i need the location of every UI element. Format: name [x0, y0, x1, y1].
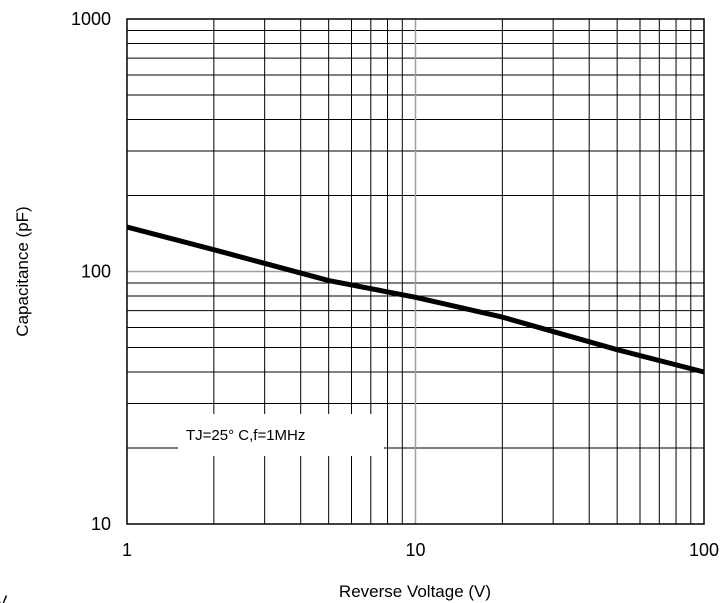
corner-fragment-text: V — [0, 592, 8, 603]
plot-border — [126, 18, 705, 525]
y-axis-title: Capacitance (pF) — [13, 206, 32, 336]
x-tick-label: 100 — [689, 540, 719, 560]
y-tick-label: 10 — [91, 514, 111, 534]
x-axis-title: Reverse Voltage (V) — [339, 582, 491, 601]
series-layer — [126, 224, 705, 375]
capacitance-curve — [126, 224, 705, 375]
annotation-box: TJ=25° C,f=1MHz — [178, 414, 384, 456]
x-tick-labels: 1 10 100 — [122, 540, 719, 560]
y-tick-labels: 10 100 1000 — [71, 9, 111, 534]
x-tick-label: 10 — [405, 540, 425, 560]
annotation-text: TJ=25° C,f=1MHz — [186, 427, 305, 444]
y-tick-label: 100 — [81, 262, 111, 282]
y-tick-label: 1000 — [71, 9, 111, 29]
annotation-background — [178, 414, 384, 456]
x-tick-label: 1 — [122, 540, 132, 560]
